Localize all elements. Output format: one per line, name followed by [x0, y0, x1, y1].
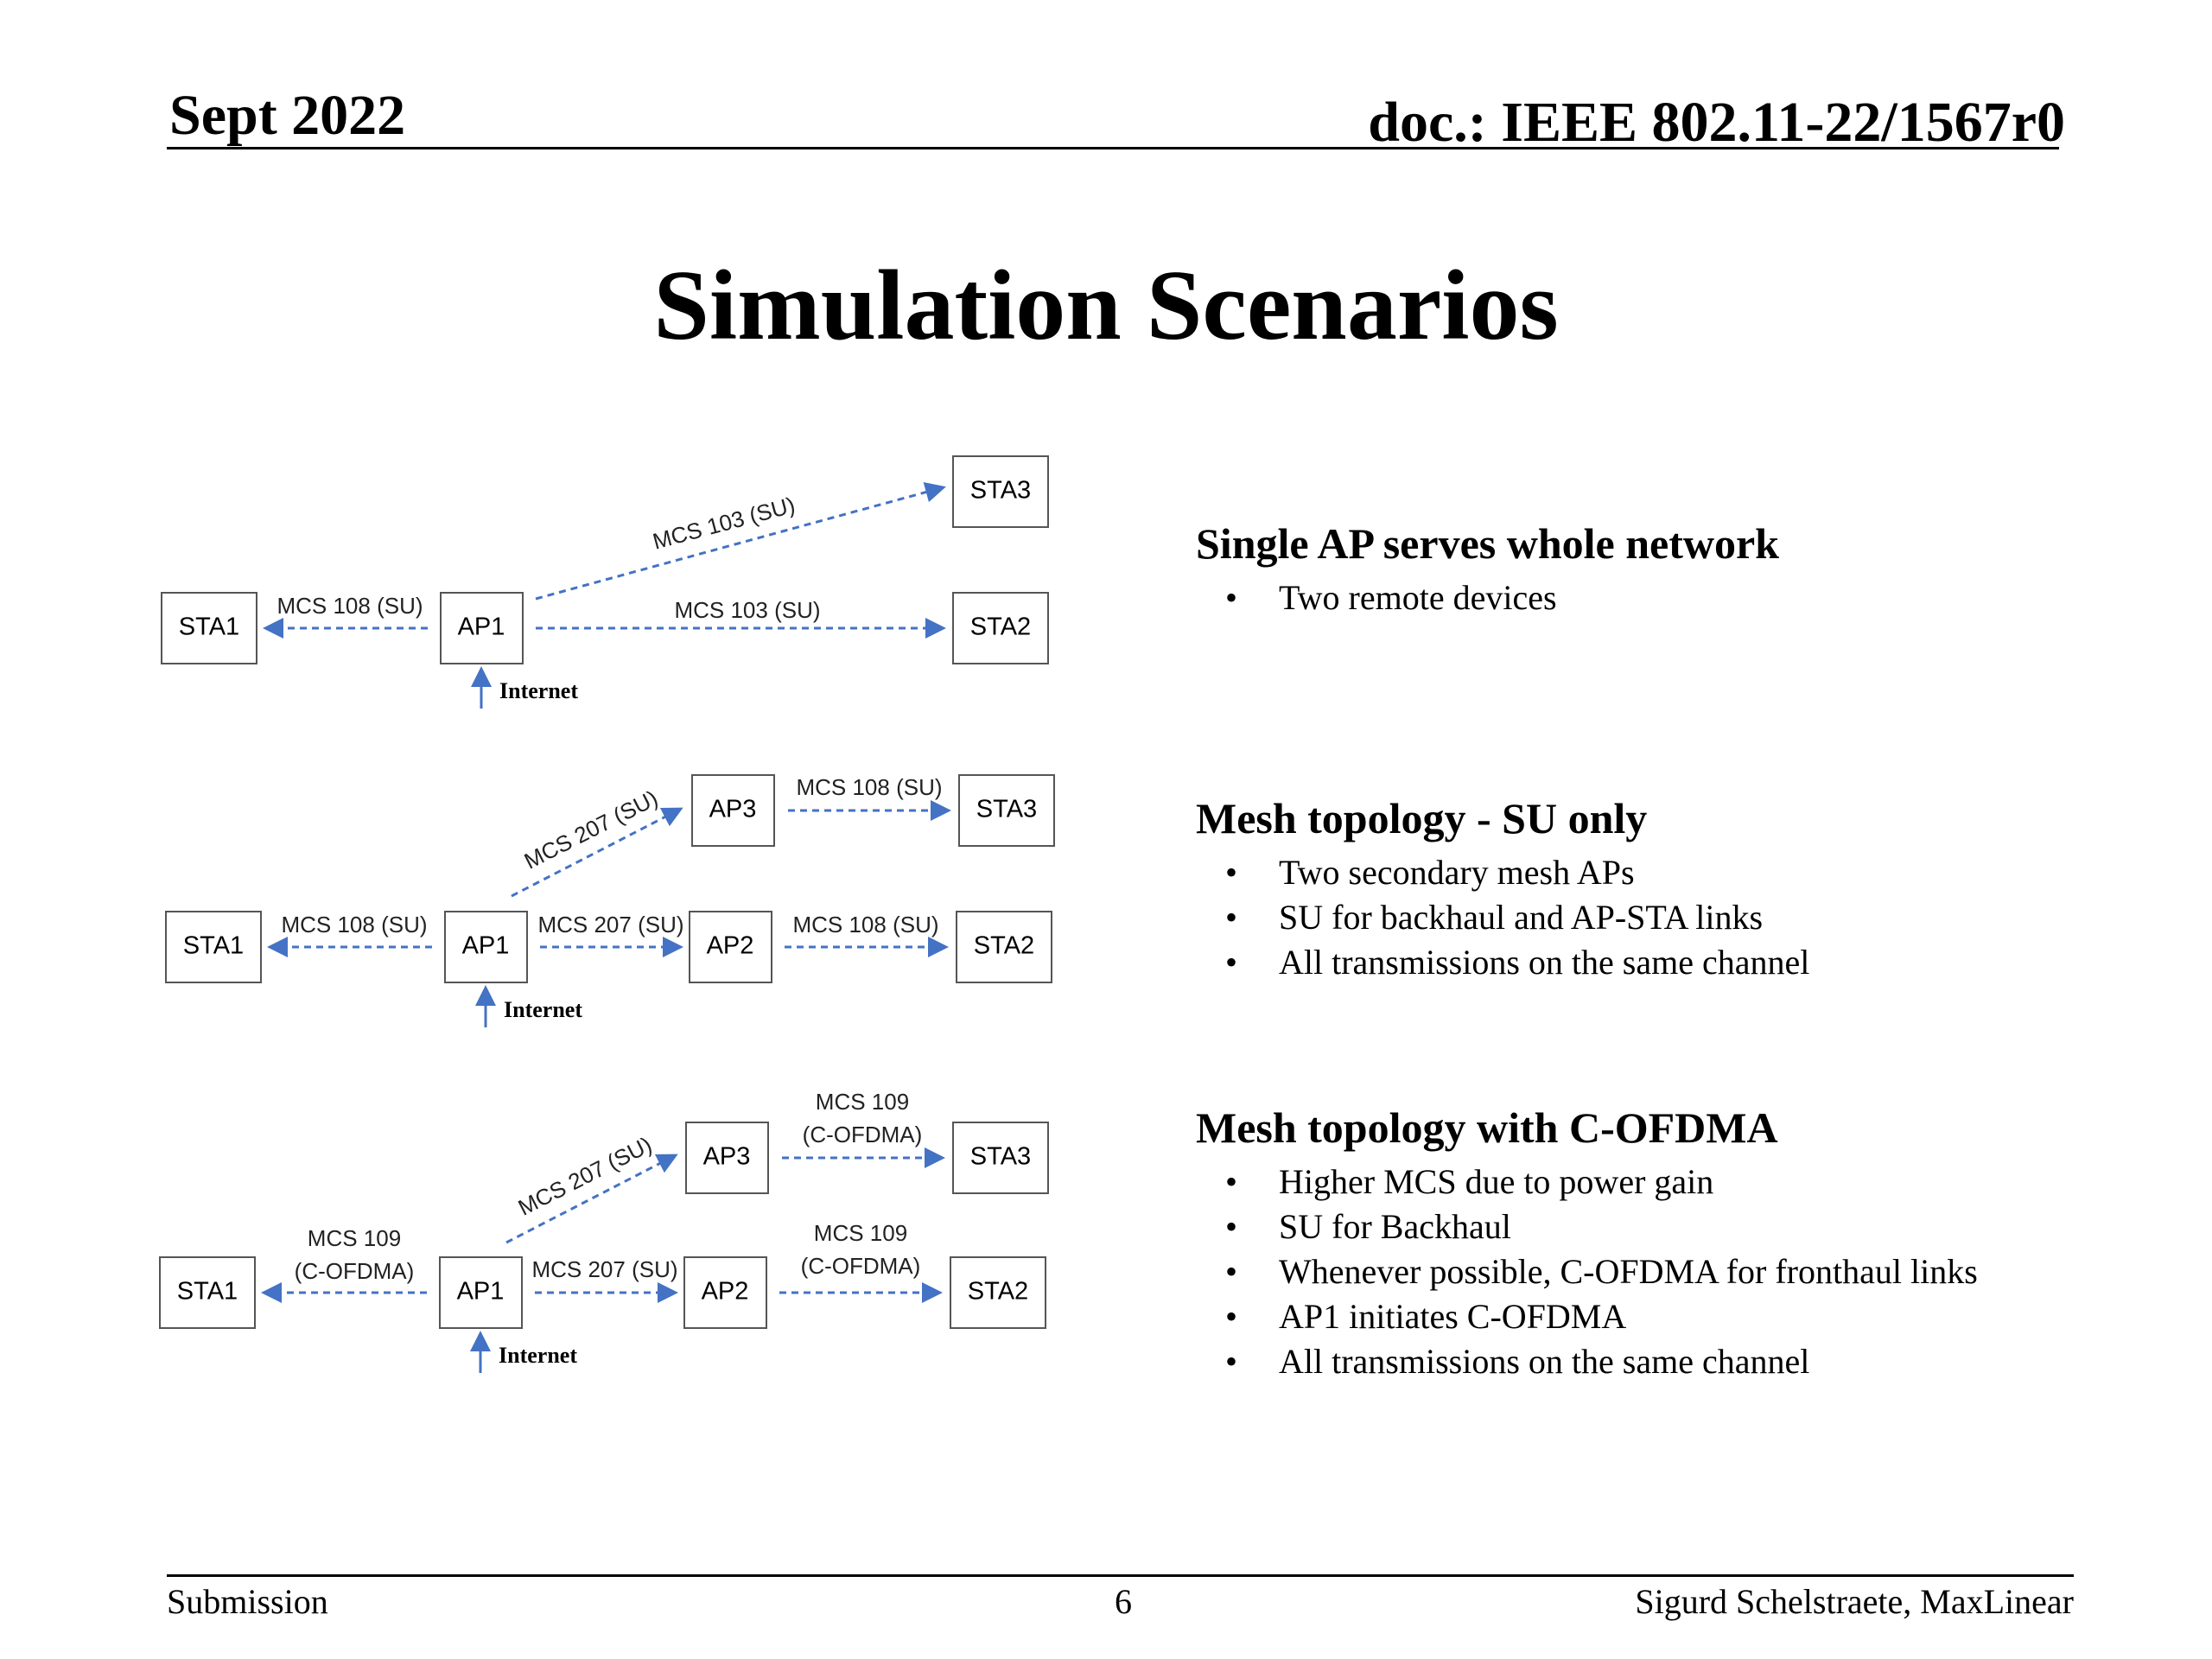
header-rule	[167, 147, 2059, 149]
svg-text:AP3: AP3	[703, 1143, 751, 1171]
bullet-item: All transmissions on the same channel	[1225, 1339, 1978, 1384]
svg-text:STA3: STA3	[970, 477, 1031, 505]
bullet-item: All transmissions on the same channel	[1225, 940, 1809, 985]
bullet-item: Two secondary mesh APs	[1225, 850, 1809, 895]
diagram-mesh-cofdma: STA1 AP1 AP3 STA3 AP2 STA2 MCS 109 (C-OF…	[159, 1089, 1049, 1373]
section-bullets-mesh-su: Two secondary mesh APs SU for backhaul a…	[1225, 850, 1809, 985]
bullet-item: Whenever possible, C-OFDMA for fronthaul…	[1225, 1249, 1978, 1294]
footer-rule	[167, 1574, 2074, 1577]
label-ap1-ap3: MCS 207 (SU)	[514, 1131, 656, 1220]
label-ap2-sta2: MCS 108 (SU)	[792, 912, 938, 938]
footer-submission: Submission	[167, 1582, 328, 1621]
node-sta2: STA2	[950, 1256, 1046, 1329]
header-doc-id: doc.: IEEE 802.11-22/1567r0	[1368, 91, 2065, 154]
label-ap3-sta3: MCS 108 (SU)	[796, 774, 942, 800]
node-ap2: AP2	[683, 1256, 767, 1329]
node-ap1: AP1	[439, 1256, 523, 1329]
node-ap2: AP2	[689, 911, 772, 983]
svg-text:STA1: STA1	[183, 932, 244, 960]
svg-text:AP1: AP1	[457, 1278, 505, 1306]
node-sta3: STA3	[952, 1122, 1049, 1194]
bullet-item: AP1 initiates C-OFDMA	[1225, 1294, 1978, 1339]
diagram-mesh-su: STA1 AP1 AP3 STA3 AP2 STA2 MCS 108 (SU) …	[165, 774, 1055, 1027]
label-ap1-sta3: MCS 103 (SU)	[650, 492, 798, 555]
section-heading-mesh-su: Mesh topology - SU only	[1196, 794, 1648, 842]
label-ap1-ap2: MCS 207 (SU)	[531, 1256, 677, 1282]
label-ap1-sta1-line1: MCS 109	[308, 1225, 401, 1251]
label-ap3-sta3-line2: (C-OFDMA)	[803, 1122, 923, 1147]
svg-text:STA2: STA2	[974, 932, 1034, 960]
svg-text:STA1: STA1	[177, 1278, 238, 1306]
node-sta2: STA2	[952, 592, 1049, 664]
page-title: Simulation Scenarios	[653, 251, 1559, 361]
link-ap1-ap3	[511, 807, 683, 898]
label-ap1-sta1: MCS 108 (SU)	[281, 912, 427, 938]
footer-author: Sigurd Schelstraete, MaxLinear	[1635, 1582, 2074, 1621]
label-ap1-sta2: MCS 103 (SU)	[674, 597, 820, 623]
section-bullets-mesh-cofdma: Higher MCS due to power gain SU for Back…	[1225, 1160, 1978, 1384]
label-internet: Internet	[504, 997, 582, 1022]
bullet-item: SU for Backhaul	[1225, 1205, 1978, 1249]
label-internet: Internet	[499, 678, 578, 703]
bullet-item: Two remote devices	[1225, 575, 1556, 620]
svg-text:STA3: STA3	[976, 796, 1037, 823]
link-ap1-sta3	[535, 481, 946, 601]
link-ap1-ap3	[505, 1154, 678, 1244]
bullet-item: SU for backhaul and AP-STA links	[1225, 895, 1809, 940]
header-date: Sept 2022	[169, 84, 406, 147]
svg-text:STA1: STA1	[179, 613, 239, 641]
svg-text:AP1: AP1	[462, 932, 510, 960]
label-ap3-sta3-line1: MCS 109	[816, 1089, 909, 1115]
label-ap1-ap2: MCS 207 (SU)	[537, 912, 683, 938]
section-heading-single-ap: Single AP serves whole network	[1196, 519, 1779, 568]
node-sta1: STA1	[165, 911, 262, 983]
bullet-item: Higher MCS due to power gain	[1225, 1160, 1978, 1205]
node-sta2: STA2	[956, 911, 1052, 983]
footer-page-number: 6	[1115, 1582, 1132, 1621]
svg-text:STA3: STA3	[970, 1143, 1031, 1171]
svg-text:STA2: STA2	[970, 613, 1031, 641]
section-heading-mesh-cofdma: Mesh topology with C-OFDMA	[1196, 1103, 1778, 1152]
svg-text:STA2: STA2	[968, 1278, 1028, 1306]
node-sta3: STA3	[958, 774, 1055, 847]
label-ap1-sta1-line2: (C-OFDMA)	[295, 1258, 415, 1284]
node-ap3: AP3	[685, 1122, 769, 1194]
label-ap2-sta2-line1: MCS 109	[814, 1220, 907, 1246]
label-internet: Internet	[499, 1343, 577, 1368]
node-ap1: AP1	[440, 592, 524, 664]
node-sta1: STA1	[161, 592, 257, 664]
diagram-single-ap: STA1 AP1 STA3 STA2 MCS 108 (SU) MCS 103 …	[161, 455, 1049, 709]
svg-text:AP3: AP3	[709, 796, 757, 823]
svg-text:AP1: AP1	[458, 613, 505, 641]
node-ap1: AP1	[444, 911, 528, 983]
node-sta1: STA1	[159, 1256, 256, 1329]
node-sta3: STA3	[952, 455, 1049, 528]
svg-text:AP2: AP2	[702, 1278, 749, 1306]
svg-text:AP2: AP2	[707, 932, 754, 960]
label-ap2-sta2-line2: (C-OFDMA)	[801, 1253, 921, 1279]
node-ap3: AP3	[691, 774, 775, 847]
label-ap1-sta1: MCS 108 (SU)	[276, 593, 423, 619]
section-bullets-single-ap: Two remote devices	[1225, 575, 1556, 620]
